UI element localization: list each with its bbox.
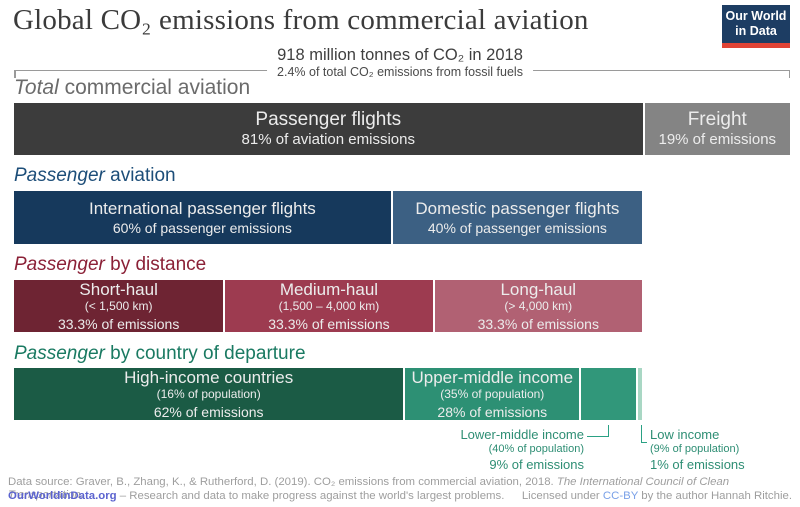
segment-label: 40% of passenger emissions <box>427 219 607 236</box>
annotation-line-low-income: (9% of population) <box>650 443 740 455</box>
owid-logo-line2: in Data <box>735 24 777 38</box>
bar-aviation: International passenger flights 60% of pa… <box>14 191 642 244</box>
section-heading-rest: by country of departure <box>104 343 306 364</box>
section-heading-aviation: Passenger aviation <box>14 164 176 187</box>
footer-source-publisher: The International Council of Clean Trans… <box>8 476 730 501</box>
license-suffix: by the author Hannah Ritchie. <box>638 490 792 502</box>
footer-tagline: – Research and data to make progress aga… <box>116 490 505 502</box>
section-heading-italic: Passenger <box>14 165 105 186</box>
license-prefix: Licensed under <box>521 490 603 502</box>
section-heading-distance: Passenger by distance <box>14 253 206 276</box>
segment-label: 81% of aviation emissions <box>241 131 415 148</box>
bar-country: High-income countries (16% of population)… <box>14 368 642 420</box>
segment-label: High-income countries <box>124 368 294 387</box>
footer-source-text: Data source: Graver, B., Zhang, K., & Ru… <box>8 476 557 488</box>
segment-label: 33.3% of emissions <box>57 316 180 332</box>
annotation-low-income: Low income (9% of population) 1% of emissi… <box>650 427 745 473</box>
segment-label: 33.3% of emissions <box>477 316 599 332</box>
annotation-line-low-income: Low income <box>650 427 720 442</box>
bracket-tick-right <box>788 70 790 78</box>
annotation-line-low-income: 1% of emissions <box>650 457 745 472</box>
segment-label: 19% of emissions <box>658 131 777 148</box>
segment-label: 62% of emissions <box>153 404 264 420</box>
segment-label: Upper-middle income <box>411 368 574 387</box>
owid-site-link[interactable]: OurWorldinData.org <box>8 490 117 502</box>
segment-passenger-flights: Passenger flights 81% of aviation emissio… <box>14 103 643 155</box>
section-heading-country: Passenger by country of departure <box>14 342 306 365</box>
segment-lower-middle-income <box>579 368 636 420</box>
segment-label: Long-haul <box>500 280 577 299</box>
segment-label: 28% of emissions <box>437 404 548 420</box>
segment-label: (1,500 – 4,000 km) <box>278 299 380 313</box>
segment-label: (> 4,000 km) <box>504 299 573 313</box>
section-heading-rest: commercial aviation <box>58 76 251 99</box>
section-heading-rest: aviation <box>104 165 176 186</box>
segment-international-passenger: International passenger flights 60% of pa… <box>14 191 391 244</box>
bar-distance: Short-haul (< 1,500 km) 33.3% of emissions… <box>14 280 642 332</box>
segment-label: 33.3% of emissions <box>268 316 390 332</box>
annotation-lower-middle-income: Lower-middle income (40% of population) 9%… <box>460 427 584 473</box>
segment-low-income <box>635 368 642 420</box>
footer-branding: OurWorldinData.org – Research and data t… <box>8 490 504 503</box>
segment-label: Freight <box>687 109 747 130</box>
segment-high-income: High-income countries (16% of population)… <box>14 368 404 420</box>
segment-short-haul: Short-haul (< 1,500 km) 33.3% of emissions <box>14 280 224 332</box>
bracket-tick-left <box>14 70 16 78</box>
page-title: Global CO₂ emissions from commercial avi… <box>13 4 589 36</box>
annotation-line-lower-middle-income: (40% of population) <box>488 443 584 455</box>
segment-domestic-passenger: Domestic passenger flights 40% of passeng… <box>390 191 642 244</box>
segment-label: (16% of population) <box>156 387 261 401</box>
segment-label: Domestic passenger flights <box>415 198 620 218</box>
connector-low-income <box>641 425 647 443</box>
ccby-license-link[interactable]: CC-BY <box>602 490 639 502</box>
total-emissions-callout: 918 million tonnes of CO₂ in 2018 2.4% o… <box>267 46 533 80</box>
segment-freight: Freight 19% of emissions <box>642 103 790 155</box>
section-heading-italic: Total <box>14 76 59 99</box>
owid-logo: Our World in Data <box>722 5 790 48</box>
total-emissions-share: 2.4% of total CO₂ emissions from fossil … <box>277 65 523 79</box>
segment-label: 60% of passenger emissions <box>112 219 292 236</box>
segment-label: (35% of population) <box>440 387 545 401</box>
segment-label: Short-haul <box>79 280 158 299</box>
bar-total: Passenger flights 81% of aviation emissio… <box>14 103 790 155</box>
section-heading-italic: Passenger <box>14 343 105 364</box>
footer-license: Licensed under CC-BY by the author Hanna… <box>522 490 792 503</box>
section-heading-italic: Passenger <box>14 254 105 275</box>
segment-label: Medium-haul <box>279 280 379 299</box>
section-heading-rest: by distance <box>104 254 207 275</box>
segment-label: International passenger flights <box>88 198 316 218</box>
segment-label: Passenger flights <box>255 109 402 130</box>
footer-data-source: Data source: Graver, B., Zhang, K., & Ru… <box>8 476 800 502</box>
segment-upper-middle-income: Upper-middle income (35% of population) 28… <box>403 368 580 420</box>
segment-label: (< 1,500 km) <box>84 299 153 313</box>
segment-medium-haul: Medium-haul (1,500 – 4,000 km) 33.3% of em… <box>223 280 433 332</box>
segment-long-haul: Long-haul (> 4,000 km) 33.3% of emissions <box>432 280 642 332</box>
annotation-line-lower-middle-income: 9% of emissions <box>489 457 584 472</box>
annotation-line-lower-middle-income: Lower-middle income <box>460 427 584 442</box>
owid-logo-line1: Our World <box>725 9 787 23</box>
connector-lower-middle-income <box>587 425 609 437</box>
section-heading-total: Total commercial aviation <box>14 76 250 99</box>
total-emissions-value: 918 million tonnes of CO₂ in 2018 <box>277 46 523 64</box>
